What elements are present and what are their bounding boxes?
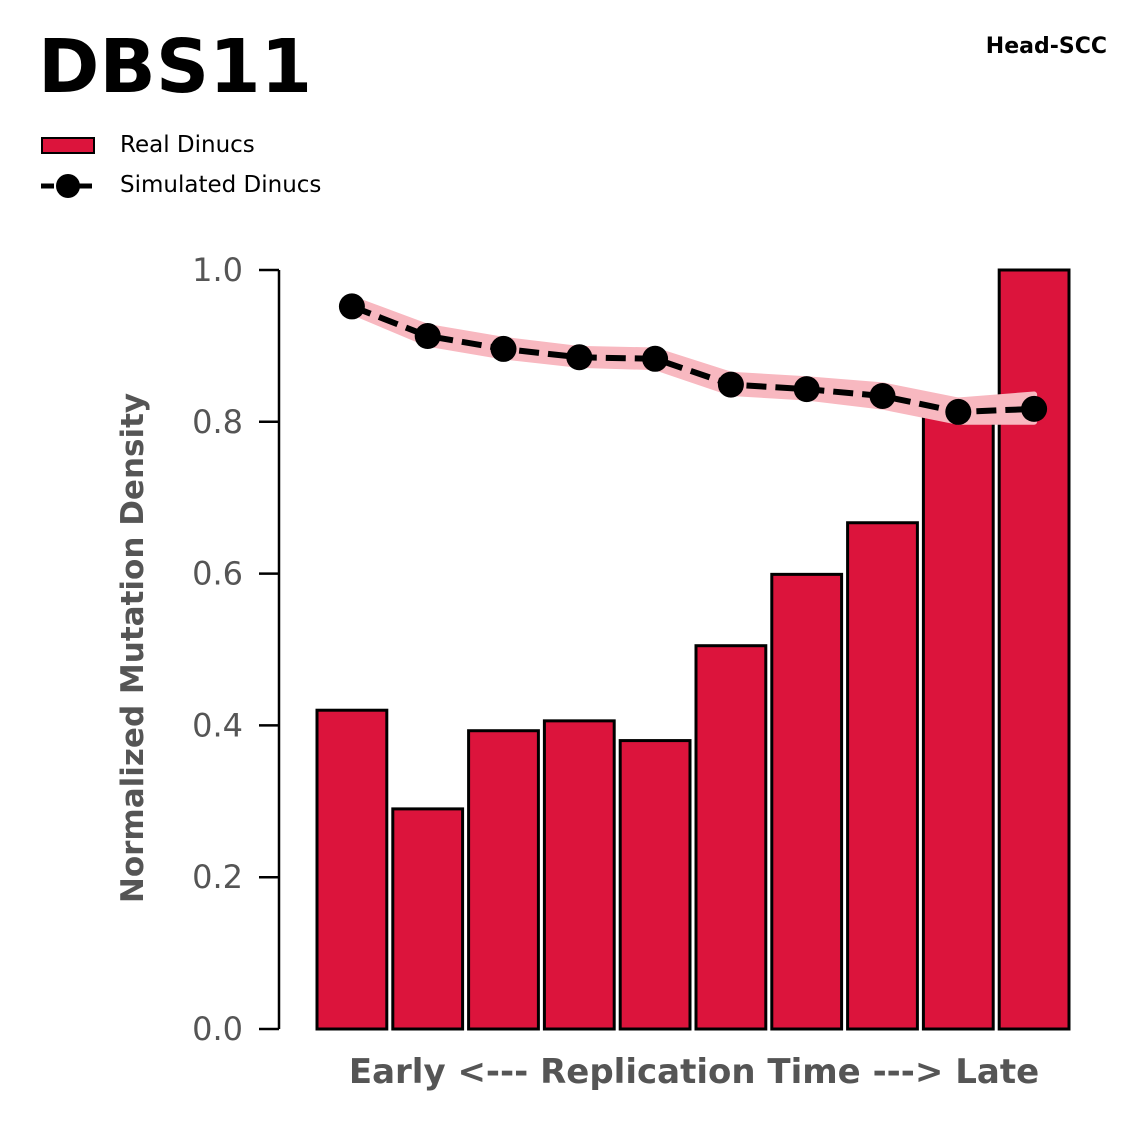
chart-title: DBS11 [38,24,313,110]
y-tick-label-1: 0.2 [192,858,243,896]
simulated-point-6 [717,371,744,398]
x-axis-label: Early <--- Replication Time ---> Late [348,1052,1040,1092]
simulated-point-1 [338,293,365,320]
bar-4 [542,719,616,1031]
bar-9 [921,405,995,1031]
simulated-line [350,303,1035,415]
cohort-label: Head-SCC [985,34,1107,59]
y-tick-label-5: 1.0 [192,251,243,289]
bar-3 [467,729,540,1031]
bar-10 [997,268,1071,1031]
bar-8 [846,521,919,1031]
bar-6 [694,644,768,1031]
simulated-point-8 [869,382,896,409]
simulated-point-7 [793,376,820,403]
legend-item-real: Real Dinucs [38,128,398,168]
bar-1 [315,708,389,1031]
bar-5 [618,739,692,1031]
legend-item-simulated: Simulated Dinucs [38,168,398,208]
legend: Real Dinucs Simulated Dinucs [38,128,398,208]
y-tick-label-2: 0.4 [192,706,243,744]
y-tick-label-0: 0.0 [192,1010,243,1048]
legend-label-simulated: Simulated Dinucs [120,172,322,198]
simulated-point-4 [566,344,593,371]
bar-2 [391,807,465,1031]
legend-swatch-real [41,137,95,154]
legend-swatch-simulated [41,174,96,198]
simulated-point-5 [642,345,669,372]
simulated-point-3 [490,335,517,362]
simulated-point-10 [1021,395,1048,422]
simulated-point-2 [414,323,441,350]
legend-label-real: Real Dinucs [120,132,255,158]
y-tick-label-3: 0.6 [192,555,243,593]
y-tick-label-4: 0.8 [192,403,243,441]
simulated-point-9 [945,398,972,425]
bar-7 [770,572,844,1031]
